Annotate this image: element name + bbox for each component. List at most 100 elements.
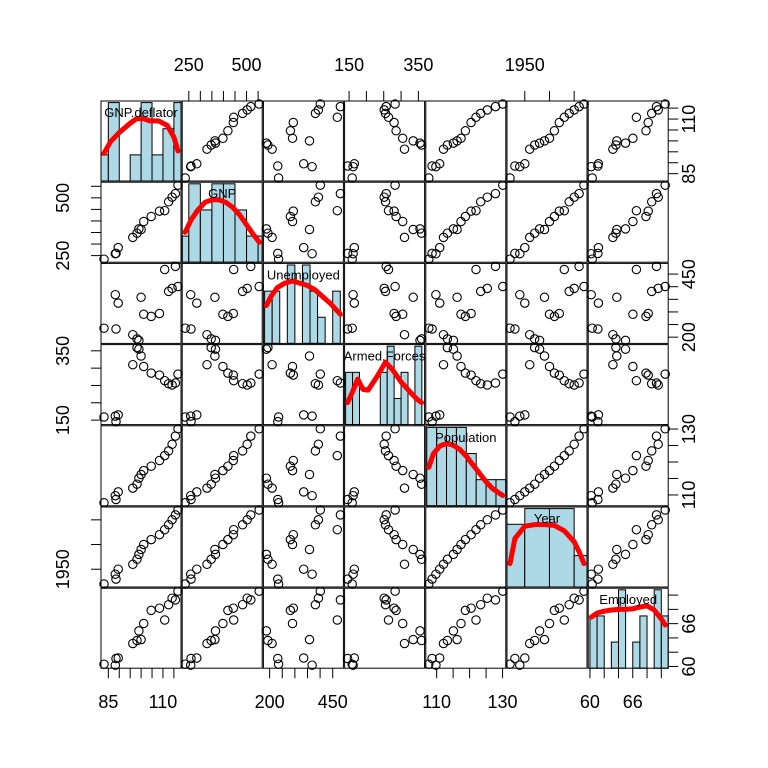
data-point xyxy=(307,569,317,579)
data-point xyxy=(651,510,662,520)
data-point xyxy=(651,261,662,272)
data-point xyxy=(288,117,299,128)
data-point xyxy=(146,605,156,616)
data-point xyxy=(186,653,196,664)
data-point xyxy=(448,626,459,636)
data-point xyxy=(628,361,638,372)
data-point xyxy=(288,603,299,613)
data-point xyxy=(593,159,604,169)
panel-frame xyxy=(344,181,426,263)
data-point xyxy=(192,653,202,663)
data-point xyxy=(136,292,146,303)
data-point xyxy=(456,216,466,227)
data-point xyxy=(170,510,181,520)
data-point xyxy=(438,359,449,370)
data-point xyxy=(180,323,190,333)
data-point xyxy=(628,465,638,476)
panel-frame xyxy=(100,100,182,182)
data-point xyxy=(332,112,343,123)
data-point xyxy=(482,283,493,294)
data-point xyxy=(163,286,174,297)
data-point xyxy=(574,261,584,272)
data-point xyxy=(381,101,391,112)
data-point xyxy=(390,424,400,434)
data-point xyxy=(110,569,121,579)
data-point xyxy=(210,351,220,361)
matrix-panels: GNP.deflator GNP Unemployed Armed.Forces Pop… xyxy=(53,55,699,712)
density-curve xyxy=(101,116,181,156)
data-point xyxy=(569,283,579,294)
data-point xyxy=(641,534,651,545)
data-point xyxy=(593,248,603,259)
data-point xyxy=(631,524,642,535)
data-point xyxy=(475,520,486,530)
data-point xyxy=(510,653,520,664)
panel-frame xyxy=(181,506,263,588)
data-point xyxy=(510,248,520,259)
data-point xyxy=(186,494,196,505)
data-point xyxy=(349,564,360,574)
variable-label-unemployed: Unemployed xyxy=(267,267,340,282)
data-point xyxy=(660,505,670,515)
data-point xyxy=(285,126,296,136)
data-point xyxy=(154,455,165,466)
panel-frame xyxy=(344,506,426,588)
data-point xyxy=(134,549,144,560)
panel-frame xyxy=(587,587,669,669)
data-point xyxy=(628,216,638,227)
data-point xyxy=(415,626,425,636)
panel-frame xyxy=(181,262,263,344)
panel-frame xyxy=(181,587,263,669)
data-point xyxy=(482,192,493,202)
data-point xyxy=(549,211,560,222)
data-point xyxy=(146,211,156,222)
panel-frame xyxy=(181,344,263,426)
panel-frame xyxy=(506,587,588,669)
data-point xyxy=(612,544,622,555)
data-point xyxy=(242,439,252,450)
data-point xyxy=(228,117,239,128)
data-point xyxy=(569,192,579,202)
variable-label-year: Year xyxy=(534,511,561,526)
panel-employed-vs-population xyxy=(424,586,508,670)
histogram-bar xyxy=(548,508,575,588)
data-point xyxy=(383,264,394,275)
panel-frame xyxy=(181,425,263,507)
axis-population: 110 130 110 130 xyxy=(422,414,699,712)
histogram-bar xyxy=(379,371,388,426)
data-point xyxy=(228,524,239,535)
panel-frame xyxy=(506,181,588,263)
panel-unemployed-vs-unemployed: Unemployed xyxy=(262,262,344,344)
density-curve xyxy=(588,603,668,628)
data-point xyxy=(389,206,399,216)
data-point xyxy=(391,311,401,322)
data-point xyxy=(434,410,445,420)
data-point xyxy=(397,539,408,550)
data-point xyxy=(132,342,142,353)
panel-population-vs-unemployed xyxy=(261,424,346,508)
histogram-bar xyxy=(524,508,550,588)
data-point xyxy=(298,159,309,169)
data-point xyxy=(313,380,324,390)
data-point xyxy=(653,380,663,390)
y-tick-label: 110 xyxy=(679,105,699,134)
data-point xyxy=(620,344,631,354)
data-point xyxy=(612,469,622,480)
data-point xyxy=(154,206,165,216)
data-point xyxy=(287,465,298,476)
data-point xyxy=(569,105,579,115)
panel-year-vs-employed xyxy=(586,505,670,589)
panel-armed-forces-vs-employed xyxy=(586,342,670,427)
data-point xyxy=(206,342,216,353)
data-point xyxy=(349,487,360,497)
panel-employed-vs-unemployed xyxy=(261,586,346,670)
data-point xyxy=(381,595,391,605)
data-point xyxy=(431,660,441,670)
data-point xyxy=(515,289,525,300)
data-point xyxy=(620,138,631,148)
axis-employed: 60 66 60 66 xyxy=(580,594,699,712)
panel-frame xyxy=(262,506,344,588)
data-point xyxy=(427,324,437,334)
data-point xyxy=(113,653,123,663)
data-point xyxy=(574,378,584,388)
